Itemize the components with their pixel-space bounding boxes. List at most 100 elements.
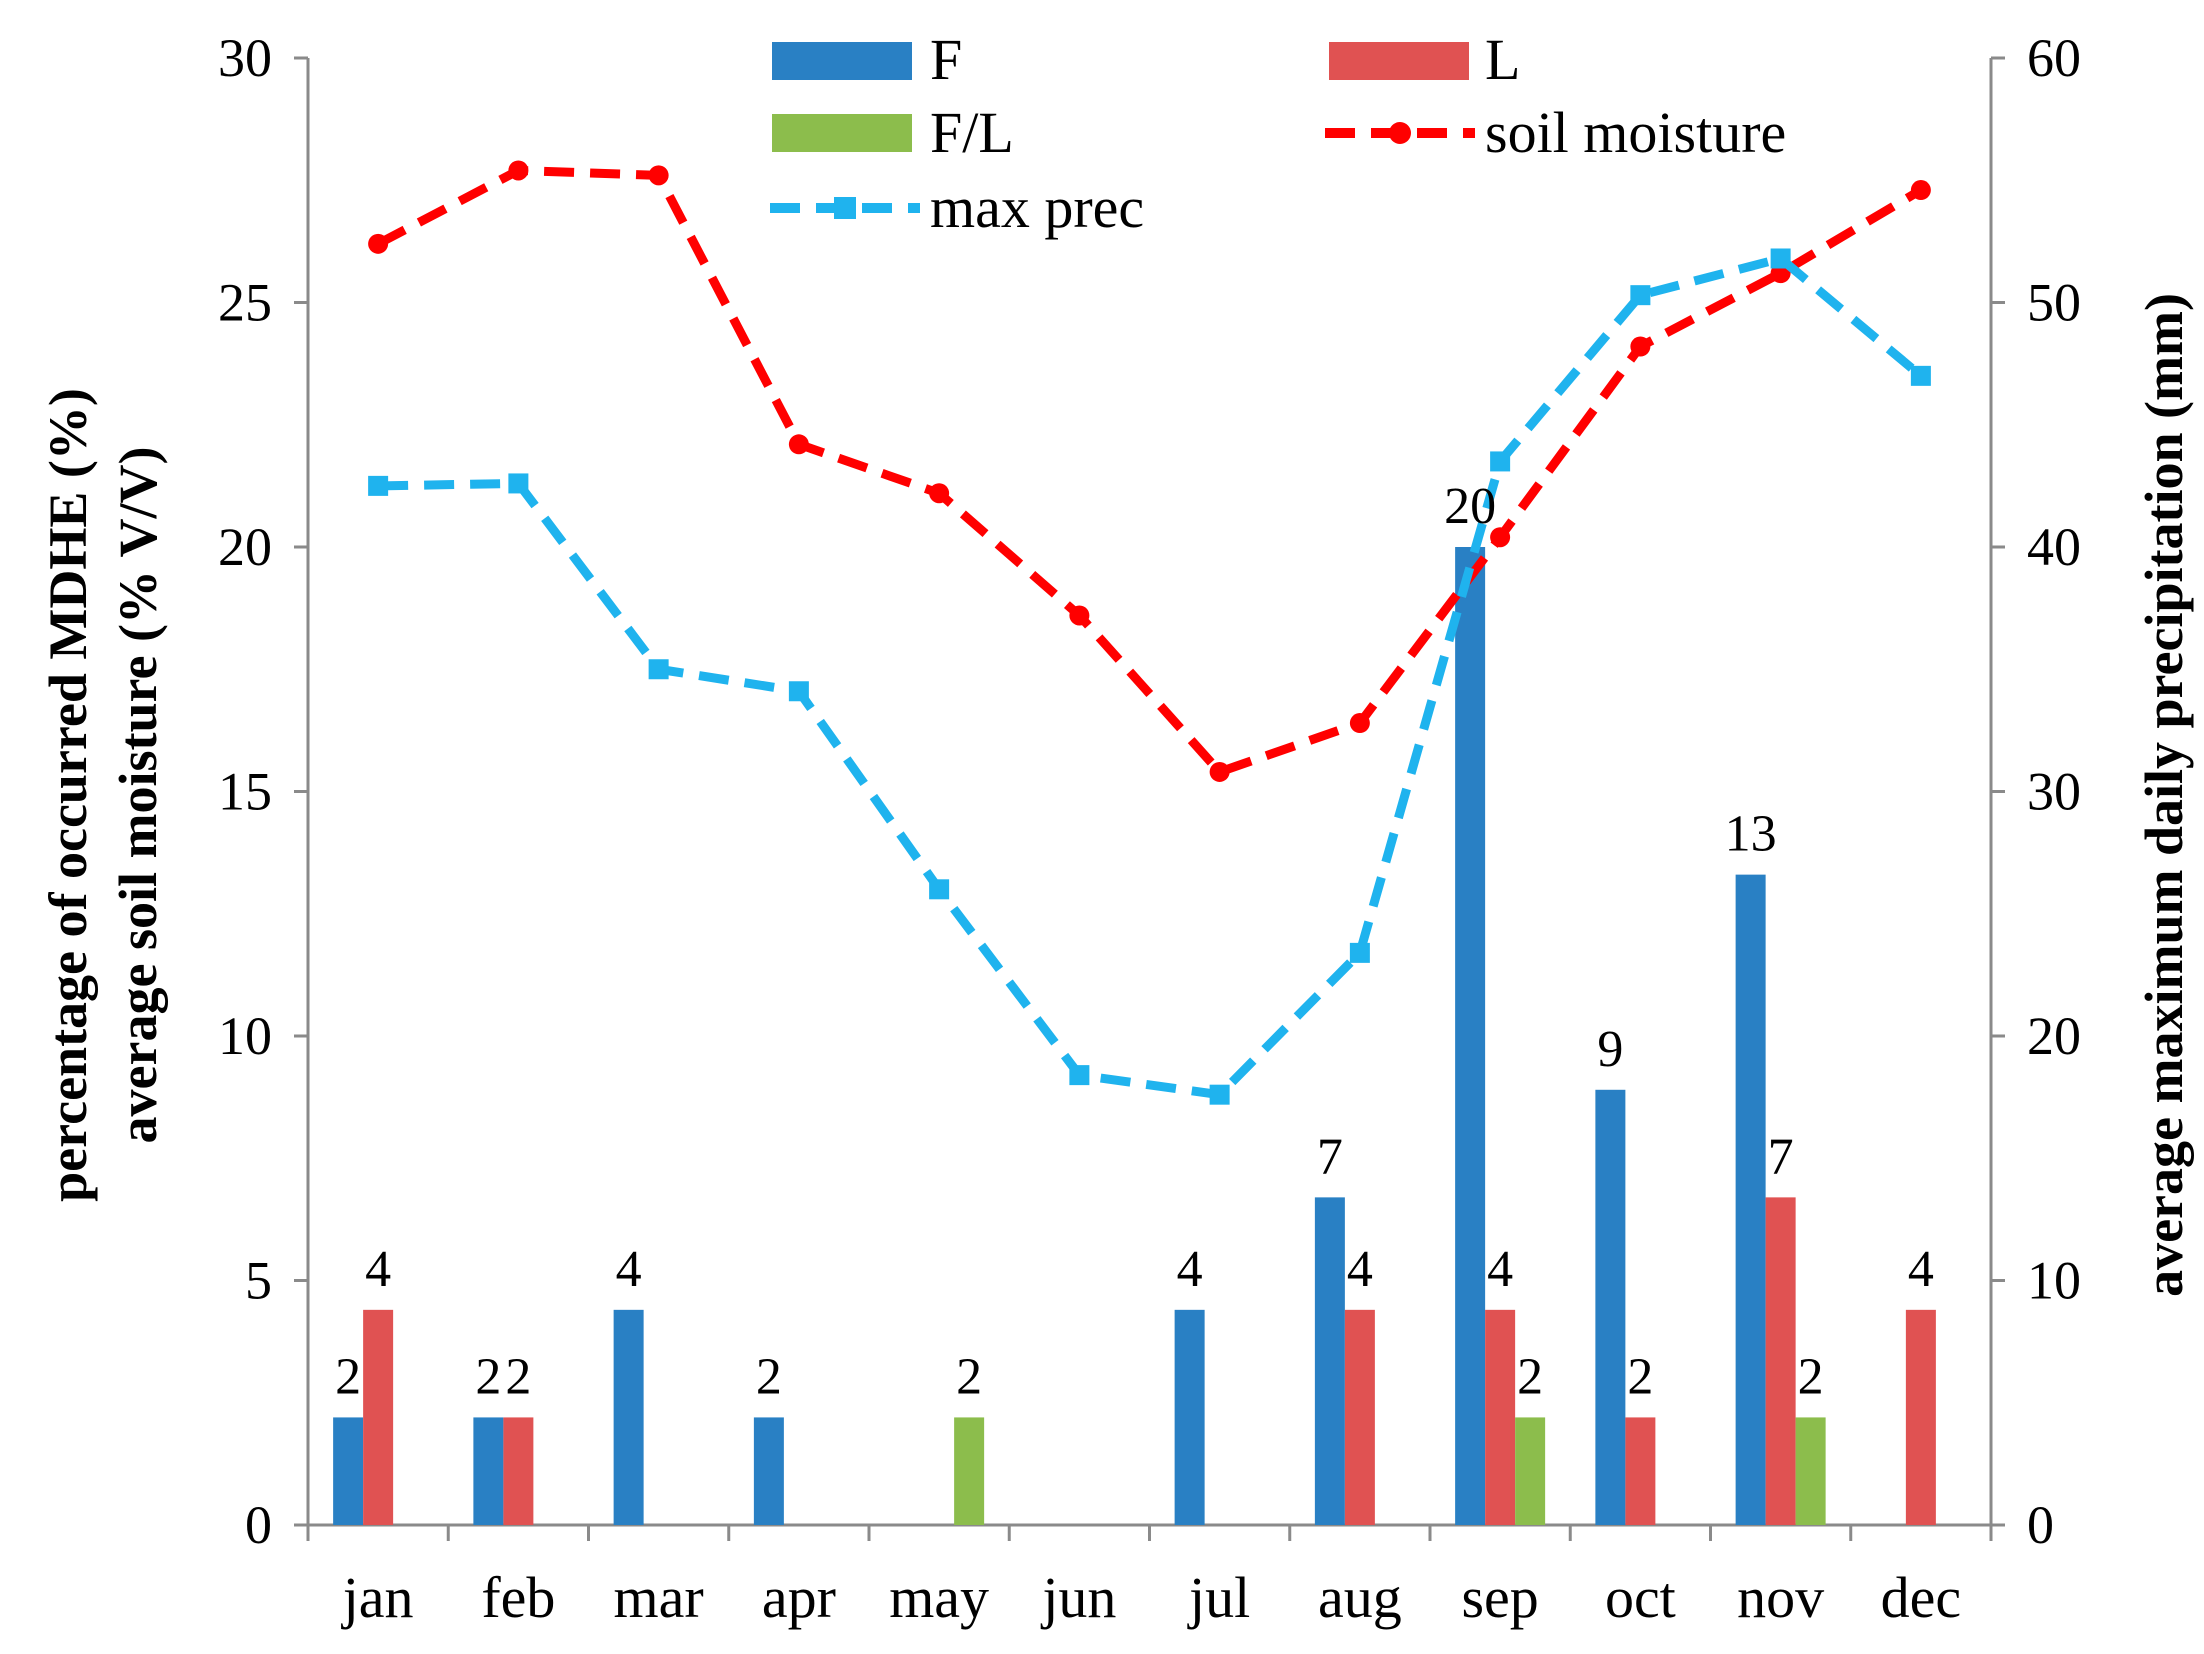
marker-max-prec-feb	[508, 473, 529, 494]
bar-FL-nov	[1795, 1417, 1826, 1525]
bar-label-FL-may: 2	[956, 1348, 982, 1405]
bar-label-F-sep: 20	[1444, 478, 1496, 535]
right-tick-label: 0	[2027, 1495, 2054, 1555]
category-label-oct: oct	[1605, 1565, 1676, 1630]
x-axis-ticks: jan feb mar apr may jun jul aug sep oct nov dec	[306, 1525, 1993, 1630]
bar-L-sep	[1485, 1309, 1516, 1525]
left-tick-label: 10	[218, 1006, 272, 1066]
category-label-mar: mar	[614, 1565, 704, 1630]
legend-label-l: L	[1485, 27, 1520, 92]
marker-max-prec-nov	[1770, 248, 1791, 269]
marker-soil-moisture-feb	[508, 160, 529, 181]
bar-F-aug	[1314, 1197, 1345, 1525]
bar-F-jul	[1174, 1309, 1205, 1525]
legend-label-f: F	[930, 27, 962, 92]
marker-soil-moisture-jun	[1069, 605, 1090, 626]
bar-label-F-aug: 7	[1317, 1128, 1343, 1185]
bar-series-group	[333, 547, 1936, 1525]
category-label-apr: apr	[762, 1565, 836, 1630]
legend-label-fl: F/L	[930, 100, 1014, 165]
category-label-feb: feb	[481, 1565, 555, 1630]
line-series-group	[368, 160, 1931, 1105]
left-tick-label: 25	[218, 273, 272, 333]
legend-swatch-l	[1329, 42, 1469, 80]
bar-label-FL-sep: 2	[1517, 1348, 1543, 1405]
bar-F-nov	[1735, 874, 1766, 1525]
legend-swatch-f	[772, 42, 912, 80]
marker-soil-moisture-jan	[368, 233, 389, 254]
marker-soil-moisture-apr	[788, 434, 809, 455]
left-axis-ticks: 0 5 10 15 20 25 30	[218, 28, 308, 1555]
category-label-jul: jul	[1187, 1565, 1250, 1630]
bar-F-feb	[473, 1417, 504, 1525]
right-axis-title: average maximum daily precipitation (mm)	[2134, 293, 2194, 1297]
marker-soil-moisture-sep	[1490, 527, 1511, 548]
bar-label-L-nov: 7	[1768, 1128, 1794, 1185]
bar-label-L-aug: 4	[1347, 1241, 1373, 1298]
bar-label-F-mar: 4	[616, 1241, 642, 1298]
right-tick-label: 40	[2027, 517, 2081, 577]
bar-L-oct	[1625, 1417, 1656, 1525]
bar-label-F-jan: 2	[335, 1348, 361, 1405]
category-label-sep: sep	[1461, 1565, 1538, 1630]
bar-label-FL-nov: 2	[1798, 1348, 1824, 1405]
marker-max-prec-mar	[648, 659, 669, 680]
marker-max-prec-jun	[1069, 1065, 1090, 1086]
bar-label-L-sep: 4	[1487, 1241, 1513, 1298]
bar-F-sep	[1455, 547, 1486, 1525]
bar-label-F-oct: 9	[1597, 1021, 1623, 1078]
legend-label-max-prec: max prec	[930, 175, 1144, 240]
marker-soil-moisture-oct	[1630, 336, 1651, 357]
legend-label-soil-moisture: soil moisture	[1485, 100, 1786, 165]
bar-L-jan	[363, 1309, 394, 1525]
marker-soil-moisture-may	[929, 483, 950, 504]
marker-soil-moisture-mar	[648, 165, 669, 186]
legend: F L F/L soil moisture max prec	[770, 27, 1786, 240]
marker-max-prec-aug	[1349, 942, 1370, 963]
right-tick-label: 60	[2027, 28, 2081, 88]
legend-marker-max-prec	[834, 197, 856, 219]
marker-max-prec-jul	[1209, 1084, 1230, 1105]
bar-label-F-feb: 2	[475, 1348, 501, 1405]
left-axis-title-2: average soil moisture (% V/V)	[108, 447, 168, 1144]
right-tick-label: 10	[2027, 1251, 2081, 1311]
bar-F-mar	[613, 1309, 644, 1525]
line-soil-moisture	[376, 165, 1924, 777]
category-label-aug: aug	[1318, 1565, 1402, 1630]
category-label-may: may	[889, 1565, 989, 1630]
left-tick-label: 15	[218, 762, 272, 822]
marker-max-prec-oct	[1630, 285, 1651, 306]
category-label-jun: jun	[1040, 1565, 1116, 1630]
right-tick-label: 30	[2027, 762, 2081, 822]
legend-marker-soil-moisture	[1389, 122, 1411, 144]
left-tick-label: 30	[218, 28, 272, 88]
left-tick-label: 5	[245, 1251, 272, 1311]
right-tick-label: 50	[2027, 273, 2081, 333]
bar-label-F-jul: 4	[1177, 1241, 1203, 1298]
bar-L-nov	[1765, 1197, 1796, 1525]
bar-L-dec	[1905, 1309, 1936, 1525]
bar-FL-may	[954, 1417, 985, 1525]
bar-label-L-oct: 2	[1627, 1348, 1653, 1405]
bar-F-oct	[1595, 1089, 1626, 1525]
marker-max-prec-sep	[1490, 451, 1511, 472]
left-axis-title-1: percentage of occurred MDHE (%)	[38, 388, 98, 1202]
bar-F-apr	[753, 1417, 784, 1525]
bar-label-L-feb: 2	[505, 1348, 531, 1405]
marker-max-prec-dec	[1910, 365, 1931, 386]
line-max-prec	[378, 253, 1924, 1100]
bar-L-aug	[1344, 1309, 1375, 1525]
marker-soil-moisture-aug	[1349, 713, 1370, 734]
left-tick-label: 20	[218, 517, 272, 577]
category-label-dec: dec	[1881, 1565, 1962, 1630]
bar-F-jan	[333, 1417, 364, 1525]
marker-max-prec-jan	[368, 475, 389, 496]
marker-soil-moisture-dec	[1910, 180, 1931, 201]
right-axis-ticks: 0 10 20 30 40 50 60	[1991, 28, 2081, 1555]
marker-max-prec-may	[929, 879, 950, 900]
marker-soil-moisture-jul	[1209, 761, 1230, 782]
bar-FL-sep	[1515, 1417, 1546, 1525]
category-label-jan: jan	[341, 1565, 414, 1630]
